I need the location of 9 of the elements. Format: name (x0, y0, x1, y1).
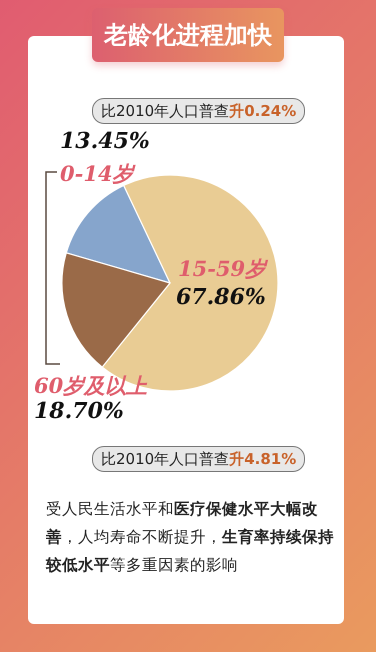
text: 比2010年人口普查升0.24% (92, 98, 306, 124)
text: 受人民生活水平和医疗保健水平大幅改善，人均寿命不断提升，生育率持续保持较低水平等多重因素的影响 (46, 500, 334, 574)
text: 比2010年人口普查升4.81% (92, 446, 306, 472)
data-label: 67.86% (176, 284, 266, 310)
data-label: 18.70% (34, 398, 124, 424)
chart-title: 老龄化进程加快 (92, 8, 284, 62)
data-label: 13.45% (60, 128, 150, 154)
slice-label: 15-59岁 (178, 255, 266, 283)
slice-label: 0-14岁 (60, 160, 134, 188)
